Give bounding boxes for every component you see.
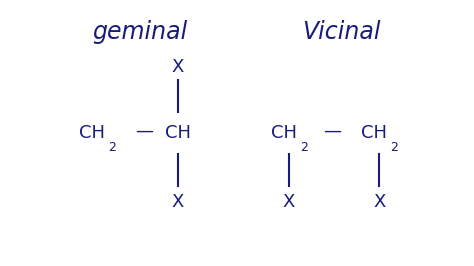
Text: CH: CH [272, 124, 297, 142]
Text: 2: 2 [391, 141, 398, 154]
Text: 2: 2 [109, 141, 116, 154]
Text: CH: CH [362, 124, 387, 142]
Text: X: X [172, 57, 184, 76]
Text: X: X [172, 193, 184, 211]
Text: geminal: geminal [92, 20, 187, 44]
Text: 2: 2 [301, 141, 308, 154]
Text: Vicinal: Vicinal [302, 20, 381, 44]
Text: CH: CH [80, 124, 105, 142]
Text: —: — [136, 121, 154, 139]
Text: CH: CH [165, 124, 191, 142]
Text: —: — [323, 121, 341, 139]
Text: X: X [283, 193, 295, 211]
Text: X: X [373, 193, 385, 211]
